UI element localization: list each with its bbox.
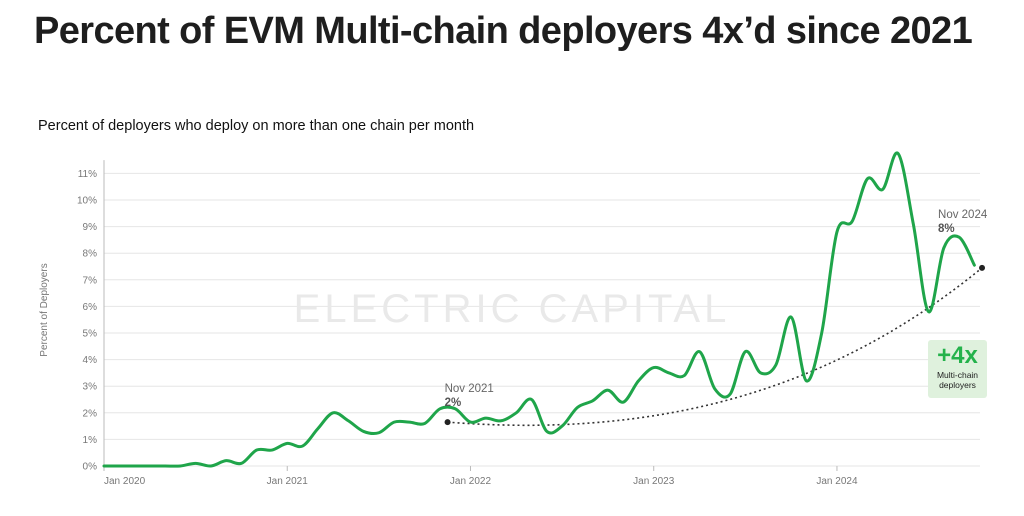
y-tick-label: 0% <box>83 462 98 473</box>
y-tick-label: 8% <box>83 249 98 260</box>
annotation-point <box>444 419 451 426</box>
x-axis-ticks: Jan 2020 Jan 2021 Jan 2022 Jan 2023 Jan 2024 <box>103 466 858 487</box>
y-tick-label: 4% <box>83 355 98 366</box>
y-axis-label: Percent of Deployers <box>39 263 50 356</box>
y-tick-label: 6% <box>83 302 98 313</box>
annotation-value: 2% <box>445 397 462 409</box>
x-tick-label: Jan 2021 <box>267 476 309 487</box>
y-tick-label: 7% <box>83 275 98 286</box>
multichain-badge: +4x Multi-chain deployers <box>928 340 987 398</box>
badge-label-2: deployers <box>939 380 976 390</box>
y-tick-label: 2% <box>83 408 98 419</box>
annotation-date: Nov 2021 <box>445 383 494 395</box>
y-tick-label: 11% <box>78 169 97 180</box>
chart-subtitle: Percent of deployers who deploy on more … <box>38 118 475 134</box>
y-tick-label: 10% <box>77 196 97 207</box>
trend-line <box>447 267 983 427</box>
y-tick-label: 5% <box>83 329 98 340</box>
x-tick-label: Jan 2024 <box>816 476 858 487</box>
x-tick-label: Jan 2023 <box>633 476 675 487</box>
x-tick-label: Jan 2022 <box>450 476 492 487</box>
page-title: Percent of EVM Multi-chain deployers 4x’… <box>34 10 973 52</box>
annotation-point <box>979 264 986 271</box>
series-line <box>102 151 976 468</box>
annotation-date: Nov 2024 <box>938 209 988 221</box>
annotations: Nov 2021 2% Nov 2024 8% <box>444 209 988 426</box>
badge-label-1: Multi-chain <box>936 370 979 380</box>
y-tick-label: 3% <box>83 382 98 393</box>
x-tick-label: Jan 2020 <box>104 476 146 487</box>
annotation-value: 8% <box>938 223 955 235</box>
watermark: ELECTRIC CAPITAL <box>294 287 731 331</box>
y-tick-label: 9% <box>83 222 98 233</box>
y-axis-ticks: 0% 1% 2% 3% 4% 5% 6% 7% 8% 9% 10% 11% <box>77 169 97 473</box>
y-tick-label: 1% <box>83 435 98 446</box>
badge-value: +4x <box>937 342 978 369</box>
